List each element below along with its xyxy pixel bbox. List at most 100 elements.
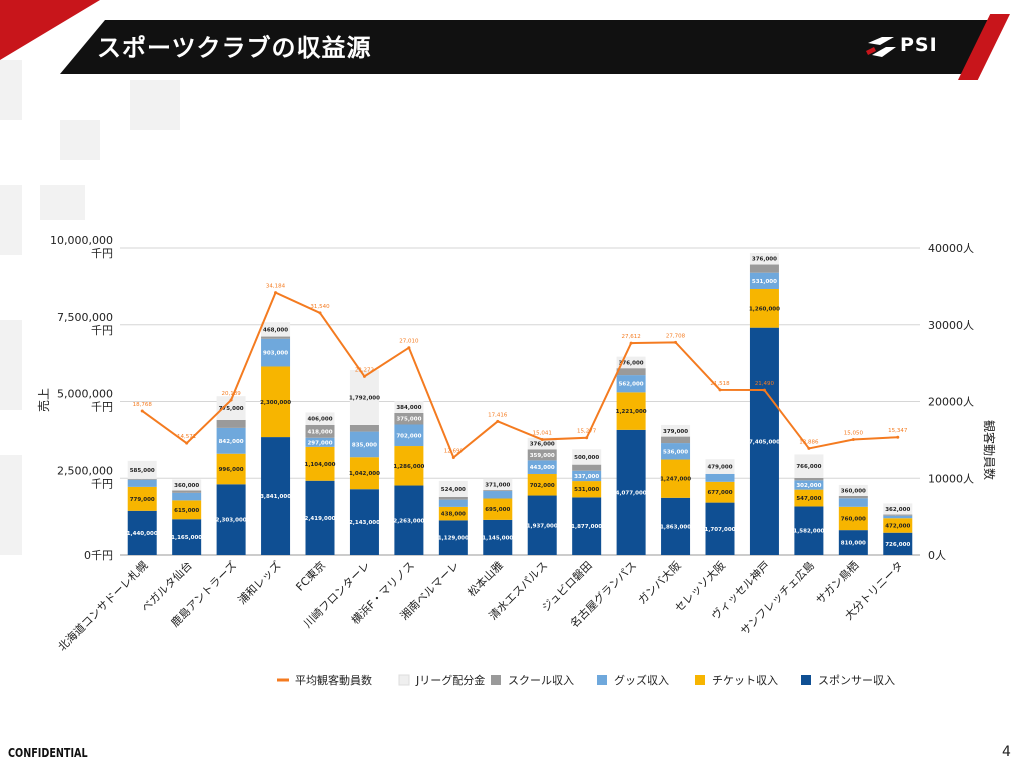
legend-label: 平均観客動員数 xyxy=(295,673,372,687)
data-label-goods: 903,000 xyxy=(263,351,288,357)
attendance-point xyxy=(362,374,366,378)
y2-axis-title: 観客動員数 xyxy=(982,420,997,480)
attendance-label: 27,612 xyxy=(621,334,640,340)
attendance-label: 18,768 xyxy=(133,402,153,408)
bar-ticket xyxy=(438,506,468,521)
bar-goods xyxy=(794,480,824,490)
data-label-sponsor: 810,000 xyxy=(841,541,866,547)
attendance-point xyxy=(674,340,678,344)
bar-ticket xyxy=(394,446,424,486)
attendance-label: 15,277 xyxy=(577,429,597,435)
bar-school xyxy=(616,368,646,376)
bar-school xyxy=(172,490,202,493)
data-label-ticket: 2,300,000 xyxy=(260,400,291,406)
page-title: スポーツクラブの収益源 xyxy=(97,34,372,62)
bar-goods xyxy=(527,460,557,474)
bar-sponsor xyxy=(261,437,291,555)
data-label-sponsor: 726,000 xyxy=(885,542,910,548)
data-label-school: 375,000 xyxy=(396,417,421,423)
bar-ticket xyxy=(349,457,379,490)
data-label-ticket: 1,104,000 xyxy=(305,462,336,468)
y2-tick-label: 20000人 xyxy=(928,396,974,409)
psi-logo-icon xyxy=(866,37,896,57)
y-tick-unit: 千円 xyxy=(91,401,113,414)
data-label-goods: 297,000 xyxy=(307,440,332,446)
attendance-point xyxy=(140,409,144,413)
bar-jleague xyxy=(838,484,868,496)
bar-sponsor xyxy=(838,530,868,555)
bar-school xyxy=(261,336,291,339)
bar-ticket xyxy=(661,459,691,498)
x-tick-label: FC東京 xyxy=(293,558,328,593)
bar-school xyxy=(838,495,868,499)
y-tick-unit: 千円 xyxy=(91,477,113,490)
data-label-ticket: 702,000 xyxy=(530,483,555,489)
bar-jleague xyxy=(661,424,691,437)
data-label-ticket: 695,000 xyxy=(485,507,510,513)
legend-swatch xyxy=(398,674,410,686)
bar-jleague xyxy=(172,479,202,491)
data-label-sponsor: 2,303,000 xyxy=(216,518,247,524)
bar-goods xyxy=(438,499,468,507)
attendance-label: 21,490 xyxy=(755,381,775,387)
legend-label: スクール収入 xyxy=(508,674,574,687)
y2-tick-label: 30000人 xyxy=(928,319,974,332)
y-tick-label: 0千円 xyxy=(84,549,113,562)
bar-jleague xyxy=(794,454,824,478)
attendance-point xyxy=(540,438,544,442)
bar-ticket xyxy=(705,481,735,503)
data-label-ticket: 677,000 xyxy=(707,490,732,496)
bar-goods xyxy=(883,515,913,519)
attendance-point xyxy=(229,398,233,402)
bar-ticket xyxy=(749,288,779,328)
x-tick-label: 浦和レッズ xyxy=(235,558,284,607)
bg-tile xyxy=(60,120,100,160)
x-tick-label: 北海道コンサドーレ札幌 xyxy=(55,558,150,653)
data-label-goods: 835,000 xyxy=(352,442,377,448)
bar-jleague xyxy=(705,459,735,474)
header-bar xyxy=(60,20,1006,74)
bar-sponsor xyxy=(616,429,646,555)
legend-swatch xyxy=(491,675,501,685)
bar-ticket xyxy=(794,489,824,507)
data-label-ticket: 615,000 xyxy=(174,508,199,514)
bar-school xyxy=(127,478,157,480)
bg-tile xyxy=(0,455,22,555)
bar-ticket xyxy=(483,498,513,520)
attendance-label: 20,189 xyxy=(221,391,241,397)
bg-tile xyxy=(0,185,22,255)
bar-sponsor xyxy=(572,497,602,555)
bar-school xyxy=(216,419,246,428)
bar-goods xyxy=(127,479,157,487)
bar-goods xyxy=(572,470,602,482)
attendance-point xyxy=(807,446,811,450)
bar-ticket xyxy=(261,366,291,438)
bar-jleague xyxy=(527,437,557,450)
bar-goods xyxy=(261,338,291,367)
bar-sponsor xyxy=(394,485,424,555)
data-label-ticket: 472,000 xyxy=(885,523,910,529)
data-label-ticket: 996,000 xyxy=(219,467,244,473)
legend-label: チケット収入 xyxy=(712,674,778,687)
bar-jleague xyxy=(261,322,291,337)
data-label-jleague: 360,000 xyxy=(174,483,199,489)
bar-sponsor xyxy=(172,519,202,555)
attendance-label: 27,010 xyxy=(399,339,419,345)
bar-ticket xyxy=(572,481,602,498)
bar-sponsor xyxy=(438,520,468,555)
bar-sponsor xyxy=(349,489,379,555)
data-label-sponsor: 1,145,000 xyxy=(482,535,513,541)
attendance-point xyxy=(851,437,855,441)
bar-ticket xyxy=(616,392,646,430)
bar-sponsor xyxy=(883,532,913,555)
data-label-sponsor: 1,129,000 xyxy=(438,536,469,542)
attendance-label: 27,708 xyxy=(666,333,686,339)
bar-goods xyxy=(349,431,379,458)
attendance-point xyxy=(274,291,278,295)
data-label-jleague: 775,000 xyxy=(219,406,244,412)
bar-ticket xyxy=(527,473,557,496)
confidential-label: CONFIDENTIAL xyxy=(8,746,88,760)
legend-swatch xyxy=(801,675,811,685)
y-axis-title: 売上 xyxy=(36,388,51,412)
data-label-jleague: 468,000 xyxy=(263,327,288,333)
